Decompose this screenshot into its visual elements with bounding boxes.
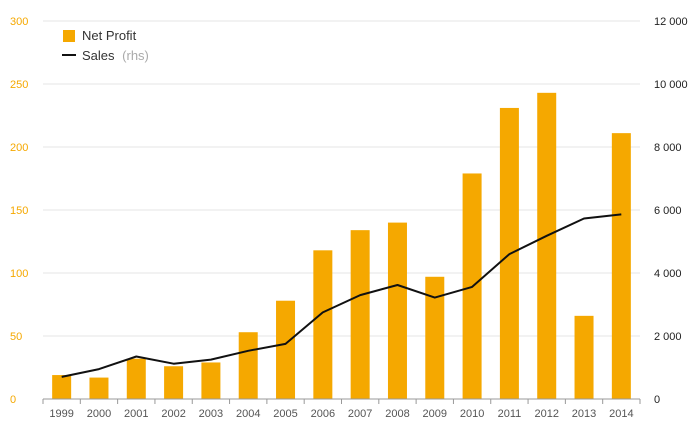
x-tick-label: 2003 [199, 408, 223, 420]
y-right-tick-label: 6 000 [654, 205, 682, 217]
y-left-tick-label: 250 [10, 79, 28, 91]
legend-net-profit-label: Net Profit [82, 28, 137, 43]
y-right-tick-label: 10 000 [654, 79, 688, 91]
net-profit-bar [89, 377, 109, 399]
net-profit-bar [126, 358, 146, 399]
y-left-tick-label: 150 [10, 205, 28, 217]
x-tick-label: 2013 [572, 408, 596, 420]
x-tick-label: 2011 [498, 408, 522, 420]
y-right-tick-label: 12 000 [654, 16, 688, 28]
x-tick-label: 2007 [348, 408, 372, 420]
net-profit-bar [350, 230, 370, 399]
legend-net-profit-swatch [63, 30, 75, 42]
net-profit-bar [574, 315, 594, 399]
y-left-tick-label: 200 [10, 142, 28, 154]
net-profit-bar [387, 222, 407, 399]
legend: Net Profit Sales (rhs) [62, 28, 149, 63]
x-tick-label: 2001 [124, 408, 148, 420]
y-right-tick-label: 4 000 [654, 268, 682, 280]
net-profit-bar [52, 375, 72, 399]
x-tick-label: 1999 [49, 408, 73, 420]
y-right-tick-label: 0 [654, 394, 660, 406]
legend-sales-label: Sales (rhs) [82, 48, 149, 63]
y-left-tick-label: 100 [10, 268, 28, 280]
net-profit-bar [537, 92, 557, 399]
sales-line [61, 213, 622, 378]
net-profit-bar [313, 250, 333, 399]
x-tick-label: 2002 [161, 408, 185, 420]
axes: 0 0 50 2 000 100 4 000 150 6 000 200 8 000 250 10 0… [10, 16, 688, 420]
y-left-tick-label: 50 [10, 331, 22, 343]
net-profit-bar [164, 366, 184, 399]
net-profit-bars [52, 92, 631, 399]
legend-sales-name: Sales [82, 48, 115, 63]
net-profit-bar [276, 300, 296, 399]
x-tick-label: 2010 [460, 408, 484, 420]
y-left-tick-label: 300 [10, 16, 28, 28]
y-left-tick-label: 0 [10, 394, 16, 406]
y-right-tick-label: 2 000 [654, 331, 682, 343]
net-profit-bar [238, 332, 258, 399]
x-tick-label: 2014 [609, 408, 633, 420]
net-profit-bar [425, 276, 445, 399]
sales-line-group [61, 213, 622, 378]
x-tick-label: 2000 [87, 408, 111, 420]
x-tick-label: 2006 [311, 408, 335, 420]
legend-sales-suffix: (rhs) [122, 48, 149, 63]
net-profit-bar [201, 362, 221, 399]
net-profit-bar [611, 133, 631, 399]
x-tick-label: 2004 [236, 408, 260, 420]
y-right-tick-label: 8 000 [654, 142, 682, 154]
x-tick-label: 2012 [534, 408, 558, 420]
x-tick-label: 2005 [273, 408, 297, 420]
x-tick-label: 2008 [385, 408, 409, 420]
x-tick-label: 2009 [423, 408, 447, 420]
